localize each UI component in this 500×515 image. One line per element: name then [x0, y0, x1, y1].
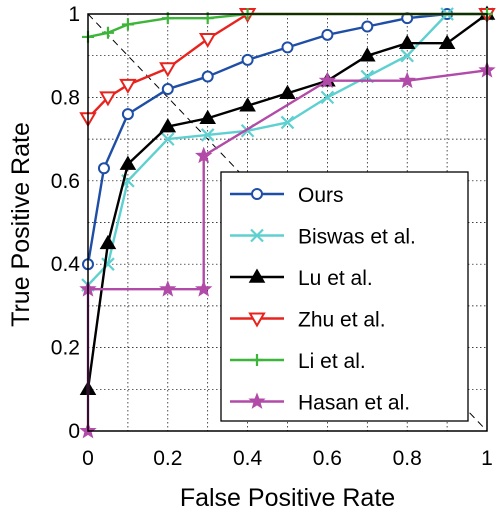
x-tick-label: 0.6 — [313, 447, 342, 470]
data-point — [438, 34, 456, 49]
data-point — [400, 48, 414, 63]
x-tick-label: 0.2 — [153, 447, 182, 470]
data-point — [119, 78, 137, 94]
data-point — [318, 71, 337, 89]
data-point — [161, 132, 175, 146]
y-tick-label: 0 — [68, 420, 80, 443]
data-point — [159, 118, 177, 133]
data-point — [161, 83, 174, 96]
data-point — [99, 234, 117, 250]
x-tick-label: 1 — [481, 447, 493, 470]
legend-marker — [248, 268, 266, 283]
legend-item-3: Zhu et al. — [230, 309, 386, 332]
x-tick-label: 0.8 — [393, 447, 422, 470]
legend-marker — [248, 312, 266, 328]
data-point — [241, 53, 254, 66]
data-point — [358, 47, 376, 62]
y-tick-label: 0.8 — [51, 86, 80, 109]
legend-marker — [251, 188, 263, 200]
x-tick-label: 0 — [82, 447, 94, 470]
y-tick-label: 1 — [68, 3, 80, 26]
legend-item-4: Li et al. — [230, 350, 366, 373]
legend-label: Zhu et al. — [298, 309, 386, 332]
legend-marker — [250, 228, 264, 243]
data-point — [398, 71, 416, 89]
legend-item-0: Ours — [230, 184, 344, 207]
data-point — [99, 91, 117, 107]
series-line — [86, 12, 487, 265]
data-point — [280, 115, 295, 130]
legend-label: Lu et al. — [298, 267, 373, 290]
data-point — [119, 155, 137, 170]
data-point — [239, 97, 256, 112]
y-tick-label: 0.6 — [51, 170, 80, 193]
data-point — [398, 34, 416, 49]
legend-label: Ours — [298, 184, 344, 207]
data-point — [121, 108, 134, 121]
data-point — [281, 41, 294, 54]
legend-item-2: Lu et al. — [230, 267, 373, 290]
plot-area-border — [87, 13, 488, 432]
data-point — [279, 84, 296, 99]
data-point — [97, 162, 110, 175]
legend-item-5: Hasan et al. — [230, 392, 410, 415]
data-point — [159, 280, 177, 297]
legend-marker — [248, 392, 266, 409]
data-point — [321, 28, 334, 41]
x-tick-label: 0.4 — [233, 447, 263, 470]
x-axis-label: False Positive Rate — [180, 484, 395, 512]
legend: Ours Biswas et al. Lu et al. Zhu et al. Li e… — [220, 171, 469, 422]
series-4 — [82, 8, 493, 43]
tick-labels: 0 0.2 0.4 0.6 0.8 1 0 0.2 0.4 0.6 0.8 1 — [51, 3, 493, 470]
legend-item-1: Biswas et al. — [230, 226, 416, 249]
data-point — [195, 280, 213, 297]
data-point — [201, 70, 214, 83]
y-tick-label: 0.2 — [51, 337, 80, 360]
data-point — [159, 62, 177, 78]
legend-label: Biswas et al. — [298, 226, 416, 249]
legend-marker — [251, 354, 263, 366]
data-point — [320, 90, 335, 105]
y-axis-label: True Positive Rate — [7, 122, 35, 327]
data-point — [195, 146, 213, 164]
series-line — [86, 69, 488, 431]
y-tick-label: 0.4 — [51, 253, 81, 276]
legend-box — [220, 171, 469, 422]
series-line — [86, 13, 488, 390]
legend-label: Li et al. — [298, 350, 366, 373]
data-point — [198, 33, 217, 49]
data-point — [121, 18, 134, 31]
data-point — [101, 26, 114, 39]
data-point — [199, 109, 217, 124]
data-point — [361, 20, 374, 33]
data-point — [200, 128, 215, 142]
legend-label: Hasan et al. — [298, 392, 410, 415]
